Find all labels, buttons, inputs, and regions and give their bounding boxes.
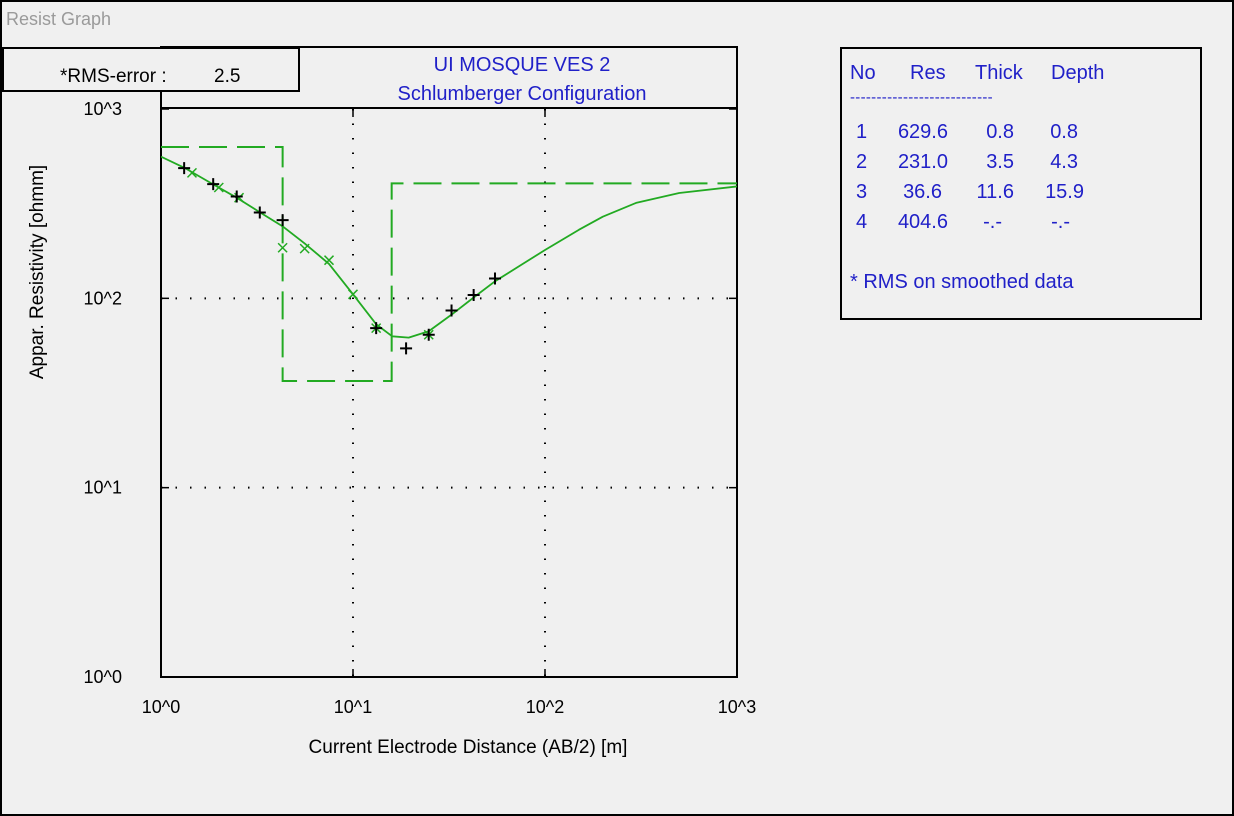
row-1-thick: 0.8: [986, 121, 1014, 143]
plot-area: [160, 46, 738, 678]
observed-series: [178, 162, 501, 355]
header-res: Res: [910, 62, 946, 84]
y-tick-label: 10^0: [84, 667, 122, 687]
rms-error-box: *RMS-error : 2.5: [2, 47, 300, 92]
row-3-no: 3: [856, 181, 868, 203]
smoothed-point: [347, 289, 359, 300]
x-tick-labels: 10^0 10^1 10^2 10^3: [142, 697, 756, 717]
layer-model-line: [161, 146, 737, 382]
y-tick-labels: 10^0 10^1 10^2 10^3: [84, 99, 122, 687]
smoothed-point: [186, 167, 198, 178]
rms-note: * RMS on smoothed data: [850, 271, 1074, 293]
row-4-res: 404.6: [897, 211, 948, 233]
calculated-curve-line: [161, 155, 737, 339]
header-thick: Thick: [975, 62, 1023, 84]
y-axis-title: Appar. Resistivity [ohmm]: [27, 165, 48, 379]
header-depth: Depth: [1051, 62, 1105, 84]
row-3-depth: 15.9: [1045, 181, 1084, 203]
calculated-curve-series: [161, 155, 737, 339]
window-title: Resist Graph: [6, 9, 112, 29]
row-3-thick: 11.6: [976, 181, 1014, 203]
observed-point: [488, 272, 501, 285]
axis-ticks: [160, 108, 738, 678]
row-4-no: 4: [856, 211, 868, 233]
row-2-no: 2: [856, 151, 868, 173]
row-2-thick: 3.5: [986, 151, 1014, 173]
layer-model-series: [161, 146, 737, 382]
row-2-res: 231.0: [897, 151, 948, 173]
row-1-no: 1: [856, 121, 868, 143]
observed-point: [400, 342, 413, 355]
observed-point: [230, 190, 243, 203]
x-tick-label: 10^1: [334, 697, 372, 717]
chart-title: UI MOSQUE VES 2: [433, 54, 611, 76]
x-tick-label: 10^2: [526, 697, 564, 717]
observed-point: [422, 328, 435, 341]
smoothed-point: [323, 255, 335, 266]
row-1-depth: 0.8: [1050, 121, 1078, 143]
smoothed-point: [299, 243, 310, 254]
grid: [161, 109, 737, 677]
y-tick-label: 10^1: [84, 478, 122, 498]
header-no: No: [850, 62, 876, 84]
chart-subtitle: Schlumberger Configuration: [397, 83, 647, 105]
x-tick-label: 10^0: [142, 697, 180, 717]
row-3-res: 36.6: [903, 181, 942, 203]
smoothed-series: [186, 167, 434, 340]
row-4-thick: -.-: [983, 211, 1002, 233]
observed-point: [253, 206, 266, 219]
observed-point: [207, 178, 220, 191]
row-1-res: 629.6: [897, 121, 948, 143]
row-4-depth: -.-: [1051, 211, 1070, 233]
x-tick-label: 10^3: [718, 697, 756, 717]
rms-error-value: 2.5: [214, 66, 241, 87]
observed-point: [370, 322, 383, 335]
layer-table: No Res Thick Depth ---------------------…: [840, 47, 1202, 320]
observed-point: [445, 304, 458, 317]
y-tick-label: 10^3: [84, 99, 122, 119]
observed-point: [467, 288, 480, 301]
observed-point: [178, 162, 191, 175]
observed-point: [276, 214, 289, 227]
table-divider: ---------------------------: [850, 89, 993, 106]
smoothed-point: [277, 242, 288, 253]
rms-error-label: *RMS-error :: [60, 66, 167, 87]
x-axis-title: Current Electrode Distance (AB/2) [m]: [309, 737, 628, 758]
row-2-depth: 4.3: [1050, 151, 1078, 173]
y-tick-label: 10^2: [84, 288, 122, 308]
